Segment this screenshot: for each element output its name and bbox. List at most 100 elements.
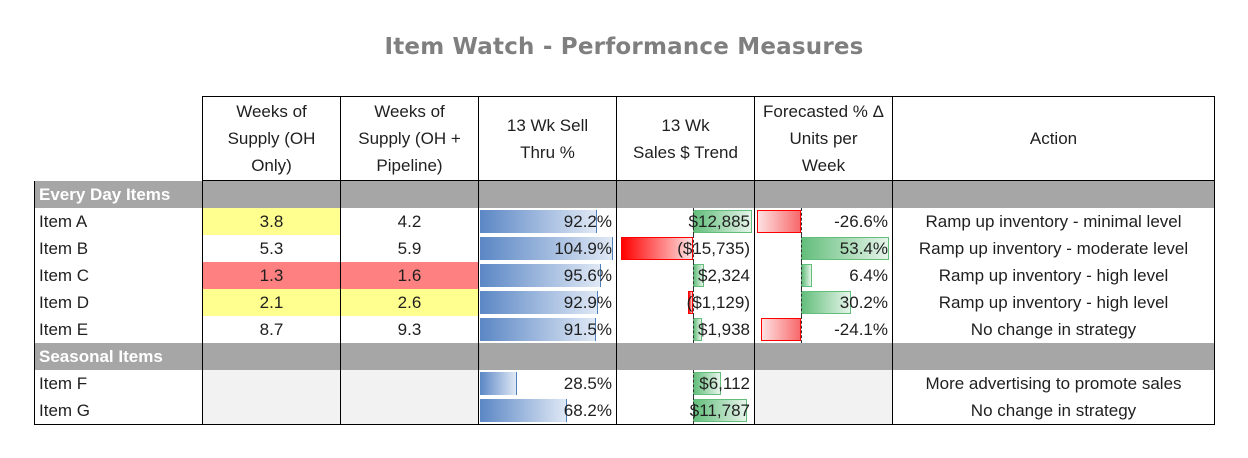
section-label: Every Day Items bbox=[34, 180, 203, 208]
sales-trend-axis bbox=[693, 397, 694, 424]
header-sales-trend: 13 Wk Sales $ Trend bbox=[616, 96, 755, 181]
sales-trend-bar-wrap: $1,938 bbox=[618, 316, 754, 343]
table-row: Item D 2.1 2.6 92.9% ($1,129) 30.2% Ramp up in… bbox=[34, 289, 1215, 316]
sales-trend-cell: $12,885 bbox=[616, 208, 755, 235]
sales-trend-value: $2,324 bbox=[698, 266, 750, 285]
sales-trend-value: $1,938 bbox=[698, 320, 750, 339]
sell-thru-cell: 104.9% bbox=[478, 235, 617, 262]
section-row-everyday: Every Day Items bbox=[34, 180, 1215, 208]
item-name-cell: Item B bbox=[34, 235, 203, 262]
forecast-axis bbox=[801, 235, 802, 262]
forecast-value: 30.2% bbox=[839, 293, 888, 312]
wos-oh-cell: 8.7 bbox=[202, 316, 341, 343]
section-fill bbox=[340, 180, 479, 208]
forecast-axis bbox=[801, 262, 802, 289]
header-line: Pipeline) bbox=[376, 156, 443, 175]
section-fill bbox=[616, 180, 755, 208]
sales-trend-bar-wrap: $11,787 bbox=[618, 397, 754, 424]
forecast-axis bbox=[801, 316, 802, 343]
forecast-bar bbox=[757, 210, 801, 233]
sell-thru-cell: 92.2% bbox=[478, 208, 617, 235]
forecast-cell bbox=[754, 370, 893, 397]
performance-table: Weeks of Supply (OH Only) Weeks of Suppl… bbox=[34, 96, 1215, 425]
forecast-bar-wrap: -24.1% bbox=[756, 316, 892, 343]
item-name-cell: Item E bbox=[34, 316, 203, 343]
table-row: Item F 28.5% $6,112 More advertising to pro… bbox=[34, 370, 1215, 397]
sales-trend-value: $6,112 bbox=[699, 374, 750, 393]
sell-thru-bar bbox=[480, 399, 567, 422]
sell-thru-bar bbox=[480, 210, 597, 233]
forecast-cell: -26.6% bbox=[754, 208, 893, 235]
forecast-bar-wrap: -26.6% bbox=[756, 208, 892, 235]
sales-trend-cell: $1,938 bbox=[616, 316, 755, 343]
action-cell: Ramp up inventory - high level bbox=[892, 262, 1215, 289]
sell-thru-value: 95.6% bbox=[563, 266, 612, 285]
action-cell: No change in strategy bbox=[892, 316, 1215, 343]
header-forecast: Forecasted % Δ Units per Week bbox=[754, 96, 893, 181]
sales-trend-axis bbox=[693, 235, 694, 262]
wos-pipeline-cell bbox=[340, 397, 479, 425]
forecast-bar-wrap bbox=[756, 370, 892, 397]
table-row: Item E 8.7 9.3 91.5% $1,938 -24.1% No change i… bbox=[34, 316, 1215, 343]
forecast-cell: 6.4% bbox=[754, 262, 893, 289]
sell-thru-bar-wrap: 92.9% bbox=[480, 289, 616, 316]
sales-trend-cell: $2,324 bbox=[616, 262, 755, 289]
section-fill bbox=[892, 180, 1215, 208]
sales-trend-axis bbox=[693, 208, 694, 235]
table-row: Item A 3.8 4.2 92.2% $12,885 -26.6% Ramp up in… bbox=[34, 208, 1215, 235]
header-action: Action bbox=[892, 96, 1215, 181]
sell-thru-bar-wrap: 68.2% bbox=[480, 397, 616, 424]
sales-trend-value: ($15,735) bbox=[677, 239, 750, 258]
sell-thru-bar bbox=[480, 237, 613, 260]
item-name-cell: Item G bbox=[34, 397, 203, 425]
forecast-bar-wrap: 6.4% bbox=[756, 262, 892, 289]
sales-trend-bar-wrap: ($1,129) bbox=[618, 289, 754, 316]
header-wos-pipeline: Weeks of Supply (OH + Pipeline) bbox=[340, 96, 479, 181]
section-fill bbox=[892, 343, 1215, 370]
item-name-cell: Item A bbox=[34, 208, 203, 235]
forecast-bar bbox=[801, 264, 812, 287]
sales-trend-value: $12,885 bbox=[688, 212, 750, 231]
header-line: 13 Wk Sell bbox=[506, 115, 589, 135]
wos-oh-cell: 1.3 bbox=[202, 262, 341, 289]
sales-trend-value: ($1,129) bbox=[686, 293, 750, 312]
wos-oh-cell: 3.8 bbox=[202, 208, 341, 235]
section-fill bbox=[616, 343, 755, 370]
sell-thru-cell: 68.2% bbox=[478, 397, 617, 425]
sell-thru-bar bbox=[480, 264, 601, 287]
page-title: Item Watch - Performance Measures bbox=[384, 34, 864, 60]
header-line: Supply (OH + bbox=[358, 129, 461, 148]
sales-trend-bar-wrap: $12,885 bbox=[618, 208, 754, 235]
table-row: Item B 5.3 5.9 104.9% ($15,735) 53.4% Ramp up … bbox=[34, 235, 1215, 262]
sales-trend-cell: $11,787 bbox=[616, 397, 755, 425]
sell-thru-value: 91.5% bbox=[563, 320, 612, 339]
table-row: Item C 1.3 1.6 95.6% $2,324 6.4% Ramp up inven… bbox=[34, 262, 1215, 289]
forecast-bar-wrap: 30.2% bbox=[756, 289, 892, 316]
sell-thru-bar bbox=[480, 372, 517, 395]
sell-thru-cell: 28.5% bbox=[478, 370, 617, 397]
sales-trend-axis bbox=[693, 316, 694, 343]
section-fill bbox=[202, 180, 341, 208]
header-line: Only) bbox=[251, 156, 292, 175]
header-line: Weeks of bbox=[374, 102, 445, 121]
sales-trend-bar bbox=[688, 291, 693, 314]
sell-thru-value: 92.2% bbox=[563, 212, 612, 231]
sell-thru-value: 68.2% bbox=[563, 401, 612, 420]
sales-trend-cell: ($15,735) bbox=[616, 235, 755, 262]
sales-trend-axis bbox=[693, 262, 694, 289]
forecast-cell: 30.2% bbox=[754, 289, 893, 316]
header-line: Forecasted % Δ bbox=[763, 102, 884, 121]
wos-pipeline-cell bbox=[340, 370, 479, 397]
sell-thru-bar bbox=[480, 318, 596, 341]
sell-thru-cell: 91.5% bbox=[478, 316, 617, 343]
sales-trend-bar-wrap: ($15,735) bbox=[618, 235, 754, 262]
sell-thru-bar-wrap: 92.2% bbox=[480, 208, 616, 235]
action-cell: Ramp up inventory - high level bbox=[892, 289, 1215, 316]
sell-thru-value: 104.9% bbox=[554, 239, 612, 258]
sell-thru-bar-wrap: 28.5% bbox=[480, 370, 616, 397]
header-line: 13 Wk bbox=[661, 115, 710, 135]
forecast-cell: -24.1% bbox=[754, 316, 893, 343]
action-cell: Ramp up inventory - minimal level bbox=[892, 208, 1215, 235]
item-name-cell: Item F bbox=[34, 370, 203, 397]
sales-trend-value: $11,787 bbox=[689, 401, 750, 420]
